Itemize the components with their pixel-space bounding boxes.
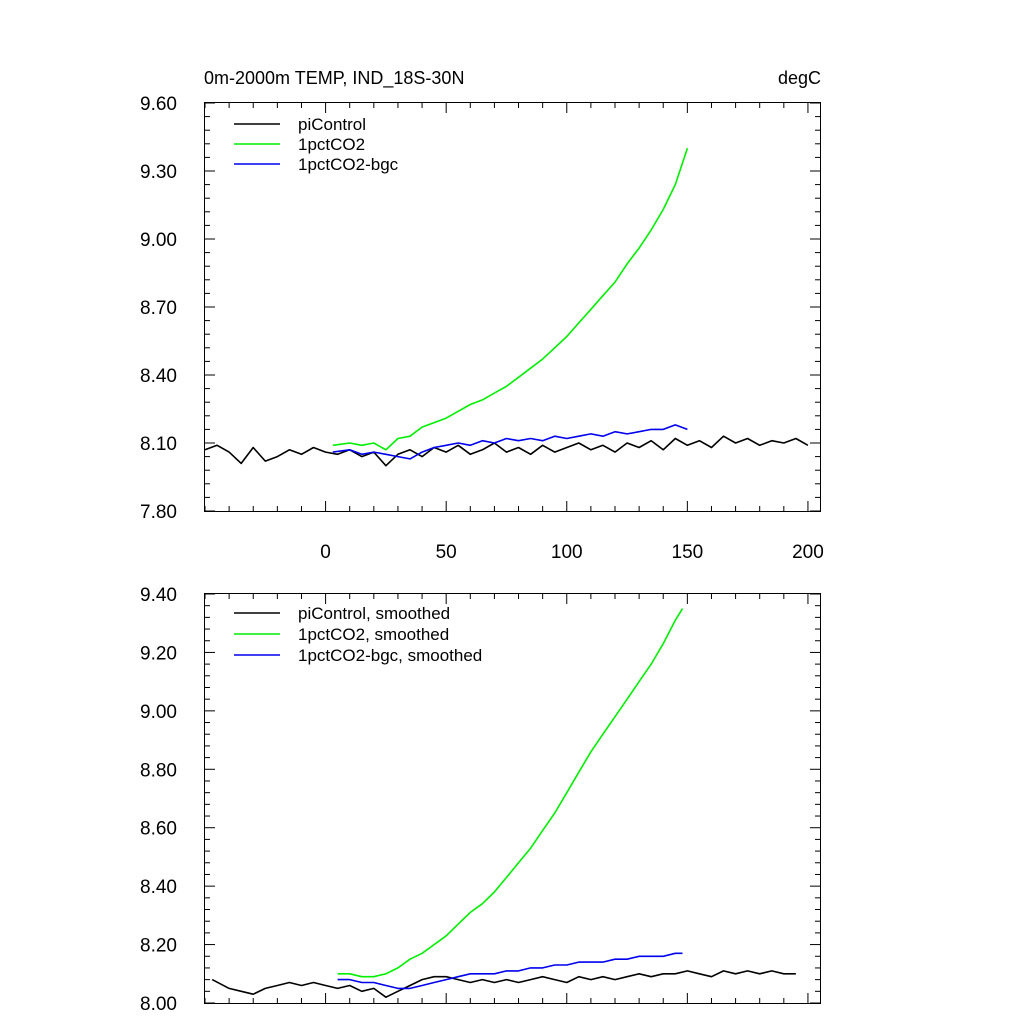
top-panel: 0m-2000m TEMP, IND_18S-30N degC 7.80 8.10… <box>140 68 824 563</box>
top-plot-layer <box>204 148 809 467</box>
bottom-panel: 8.00 8.20 8.40 8.60 8.80 9.00 9.20 9.40 piContr… <box>140 585 821 1015</box>
x-tick-label: 50 <box>436 542 457 563</box>
legend-label-1pctco2-bgc: 1pctCO2-bgc <box>298 155 399 174</box>
y-tick-label: 8.00 <box>140 994 177 1015</box>
y-tick-label: 9.20 <box>140 643 177 664</box>
series-line-1pctco2-bgc-smoothed <box>337 952 683 990</box>
legend-label-1pctco2-bgc-smoothed: 1pctCO2-bgc, smoothed <box>298 646 482 665</box>
legend-label-1pctco2-smoothed: 1pctCO2, smoothed <box>298 625 449 644</box>
y-tick-label: 9.00 <box>140 230 177 251</box>
x-tick-label: 150 <box>672 542 704 563</box>
y-tick-label: 8.40 <box>140 877 177 898</box>
legend-label-picontrol-smoothed: piControl, smoothed <box>298 604 450 623</box>
series-line-1pctco2-smoothed <box>337 608 684 978</box>
bottom-plot-frame <box>204 593 821 1004</box>
bottom-ticks: 8.00 8.20 8.40 8.60 8.80 9.00 9.20 9.40 <box>140 585 820 1015</box>
x-tick-label: 200 <box>792 542 824 563</box>
chart-title: 0m-2000m TEMP, IND_18S-30N <box>204 68 464 89</box>
series-line-picontrol <box>204 435 809 467</box>
y-tick-label: 7.80 <box>140 502 177 523</box>
bottom-legend: piControl, smoothed 1pctCO2, smoothed 1pct… <box>234 604 482 665</box>
series-line-picontrol-smoothed <box>211 970 796 999</box>
legend-label-1pctco2: 1pctCO2 <box>298 135 365 154</box>
legend-label-picontrol: piControl <box>298 115 366 134</box>
y-tick-label: 8.40 <box>140 366 177 387</box>
y-tick-label: 9.60 <box>140 94 177 115</box>
y-tick-label: 8.60 <box>140 819 177 840</box>
y-tick-label: 9.00 <box>140 702 177 723</box>
x-tick-label: 0 <box>320 542 331 563</box>
y-tick-label: 8.20 <box>140 936 177 957</box>
series-line-1pctco2-bgc <box>332 424 688 460</box>
bottom-plot-layer <box>211 608 796 999</box>
y-tick-label: 8.80 <box>140 760 177 781</box>
y-tick-label: 9.40 <box>140 585 177 606</box>
top-plot-frame <box>204 102 821 512</box>
top-ticks: 7.80 8.10 8.40 8.70 9.00 9.30 9.60 0 50 100 150 200 <box>140 94 824 563</box>
units-label: degC <box>778 68 821 88</box>
x-tick-label: 100 <box>551 542 583 563</box>
y-tick-label: 8.70 <box>140 298 177 319</box>
series-line-1pctco2 <box>332 148 689 451</box>
y-tick-label: 9.30 <box>140 162 177 183</box>
y-tick-label: 8.10 <box>140 434 177 455</box>
